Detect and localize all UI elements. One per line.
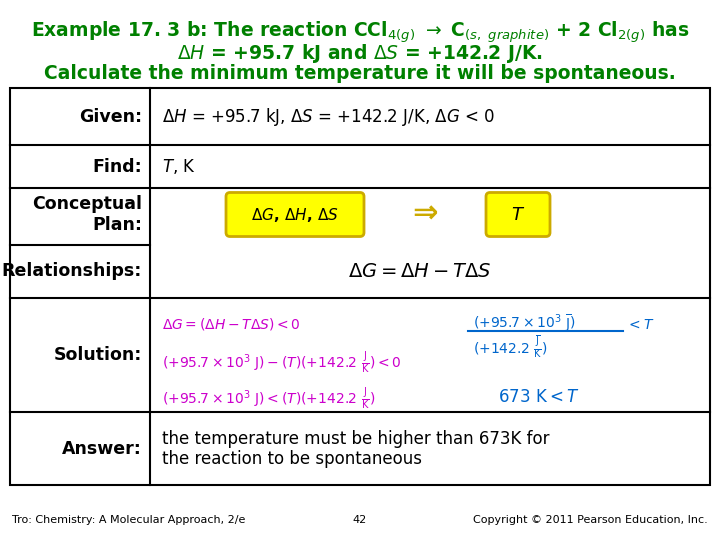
Text: $673\ \mathrm{K} < T$: $673\ \mathrm{K} < T$: [498, 388, 580, 406]
Text: ⇒: ⇒: [413, 200, 438, 229]
Text: $T$, K: $T$, K: [162, 157, 196, 176]
Text: the temperature must be higher than 673K for: the temperature must be higher than 673K…: [162, 430, 549, 449]
Text: Relationships:: Relationships:: [1, 262, 142, 280]
Text: $(+142.2\ \frac{\mathrm{\overline{J}}}{\mathrm{K}})$: $(+142.2\ \frac{\mathrm{\overline{J}}}{\…: [473, 333, 548, 360]
FancyBboxPatch shape: [486, 192, 550, 237]
Text: Tro: Chemistry: A Molecular Approach, 2/e: Tro: Chemistry: A Molecular Approach, 2/…: [12, 515, 246, 525]
Text: $\Delta G$, $\Delta H$, $\Delta S$: $\Delta G$, $\Delta H$, $\Delta S$: [251, 206, 339, 224]
Text: Solution:: Solution:: [53, 346, 142, 364]
Text: Conceptual
Plan:: Conceptual Plan:: [32, 195, 142, 234]
Text: Calculate the minimum temperature it will be spontaneous.: Calculate the minimum temperature it wil…: [44, 64, 676, 83]
Text: Answer:: Answer:: [62, 440, 142, 457]
Bar: [10, 88, 710, 485]
Text: 42: 42: [353, 515, 367, 525]
Text: $T$: $T$: [511, 206, 525, 224]
Text: $\Delta H$ = +95.7 kJ and $\Delta S$ = +142.2 J/K.: $\Delta H$ = +95.7 kJ and $\Delta S$ = +…: [177, 42, 543, 65]
Text: $\Delta H$ = +95.7 kJ, $\Delta S$ = +142.2 J/K, $\Delta G$ < 0: $\Delta H$ = +95.7 kJ, $\Delta S$ = +142…: [162, 105, 495, 127]
Text: $\Delta G = \Delta H - T\Delta S$: $\Delta G = \Delta H - T\Delta S$: [348, 262, 492, 281]
Text: $< T$: $< T$: [626, 318, 654, 332]
Text: the reaction to be spontaneous: the reaction to be spontaneous: [162, 449, 422, 468]
Text: Copyright © 2011 Pearson Education, Inc.: Copyright © 2011 Pearson Education, Inc.: [473, 515, 708, 525]
Text: $(+95.7\times10^{3}\ \mathrm{\overline{J}})$: $(+95.7\times10^{3}\ \mathrm{\overline{J…: [473, 312, 576, 334]
Text: Given:: Given:: [79, 107, 142, 125]
FancyBboxPatch shape: [226, 192, 364, 237]
Text: $(+95.7\times10^{3}\ \mathrm{J}) < (T)(+142.2\ \frac{\mathrm{J}}{\mathrm{K}})$: $(+95.7\times10^{3}\ \mathrm{J}) < (T)(+…: [162, 386, 375, 413]
Text: $(+95.7\times10^{3}\ \mathrm{J}) - (T)(+142.2\ \frac{\mathrm{J}}{\mathrm{K}}) < : $(+95.7\times10^{3}\ \mathrm{J}) - (T)(+…: [162, 350, 402, 376]
Text: Find:: Find:: [92, 158, 142, 176]
Text: $\Delta G = (\Delta H - T\Delta S) < 0$: $\Delta G = (\Delta H - T\Delta S) < 0$: [162, 316, 301, 332]
Text: Example 17. 3 b: The reaction CCl$_{4(g)}$ $\rightarrow$ C$_{(s,\ graphite)}$ + : Example 17. 3 b: The reaction CCl$_{4(g)…: [31, 20, 689, 45]
